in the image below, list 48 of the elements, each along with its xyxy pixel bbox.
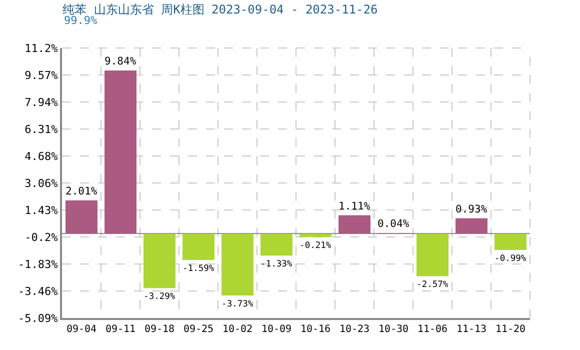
y-tick-label: 11.2% — [24, 42, 58, 55]
chart-subtitle: 99.9% — [64, 14, 98, 27]
x-tick-label: 09-25 — [183, 324, 214, 335]
y-tick-label: -3.46% — [18, 284, 58, 298]
x-tick-label: 11-13 — [456, 324, 487, 335]
data-label: -2.57% — [416, 280, 449, 290]
bar — [182, 234, 214, 260]
y-tick-label: 3.06% — [24, 176, 58, 190]
y-tick-label: 4.68% — [24, 150, 58, 163]
x-tick-label: 11-06 — [417, 324, 448, 335]
y-tick-label: 7.94% — [24, 96, 58, 109]
bar — [222, 234, 254, 296]
data-label: 2.01% — [66, 185, 98, 198]
y-tick-label: -5.09% — [18, 312, 58, 325]
data-label: 9.84% — [104, 56, 137, 68]
x-tick-label: 10-16 — [300, 324, 331, 335]
y-tick-label: 9.57% — [24, 68, 58, 82]
x-tick-label: 11-20 — [495, 324, 526, 335]
data-label: -0.99% — [494, 254, 527, 264]
data-label: -3.29% — [144, 292, 176, 302]
x-tick-label: 09-18 — [144, 324, 175, 335]
bar — [66, 200, 98, 234]
y-tick-label: 6.31% — [24, 122, 58, 136]
data-label: -1.59% — [182, 264, 215, 274]
y-tick-label: -1.83% — [18, 258, 58, 271]
bar — [260, 234, 292, 256]
bar — [104, 70, 136, 234]
bar — [456, 218, 488, 234]
bar — [338, 215, 370, 234]
x-tick-label: 09-04 — [66, 324, 97, 335]
x-tick-label: 09-11 — [105, 324, 136, 335]
data-label: 0.93% — [456, 203, 488, 216]
y-tick-label: 1.43% — [24, 204, 58, 217]
data-label: -0.21% — [300, 241, 332, 252]
x-tick-label: 10-09 — [261, 324, 292, 335]
data-label: -3.73% — [222, 299, 254, 310]
data-label: -1.33% — [260, 260, 293, 270]
bar — [300, 234, 332, 238]
x-tick-label: 10-30 — [378, 324, 409, 335]
chart-title: 纯苯 山东山东省 周K柱图 2023-09-04 - 2023-11-26 — [62, 2, 378, 17]
x-tick-label: 10-02 — [222, 324, 253, 335]
data-label: 0.04% — [378, 218, 410, 230]
data-label: 1.11% — [338, 200, 371, 212]
bar — [416, 234, 448, 276]
x-tick-label: 10-23 — [339, 324, 370, 335]
bar — [494, 234, 526, 250]
y-tick-label: -0.2% — [24, 230, 58, 244]
bar — [144, 234, 176, 288]
